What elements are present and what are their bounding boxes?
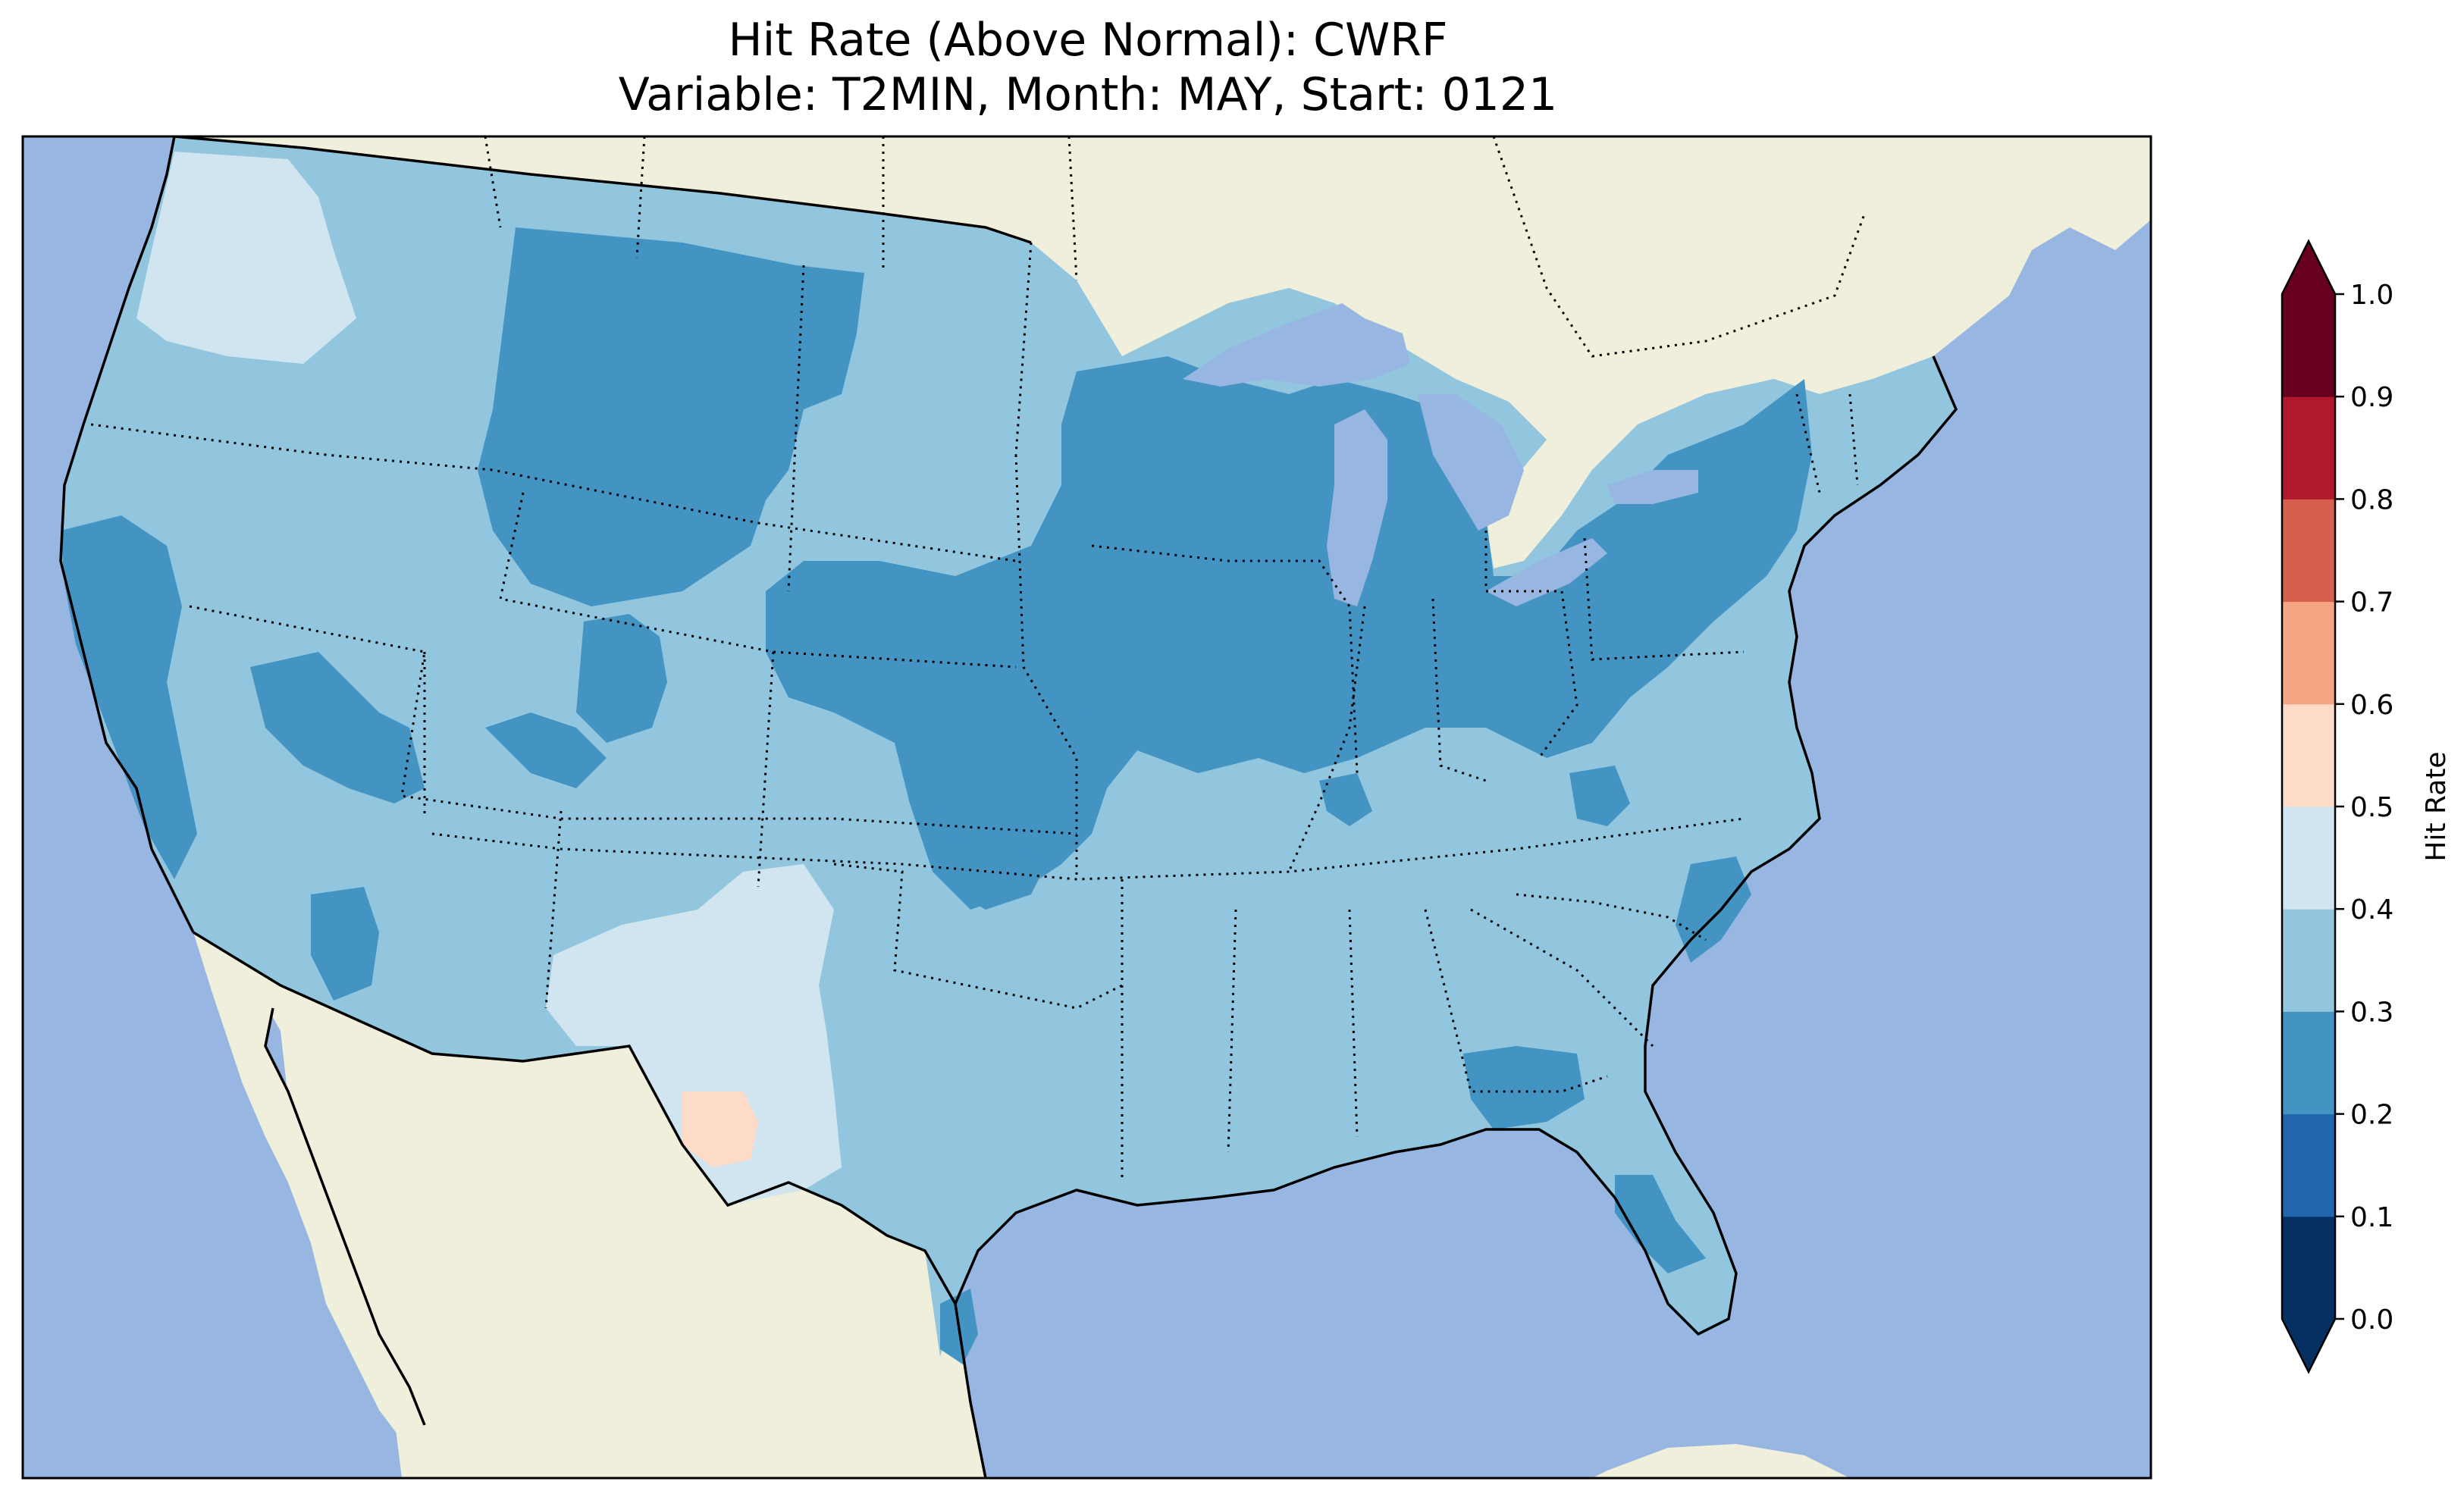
us-canada-border-line bbox=[174, 136, 1032, 244]
border-line bbox=[1091, 544, 1359, 774]
border-line bbox=[635, 136, 646, 258]
colorbar-tick-label: 0.5 bbox=[2350, 792, 2393, 823]
coastlines bbox=[59, 136, 1958, 1478]
colorbar-bin bbox=[2282, 1113, 2335, 1217]
colorbar-tick-label: 1.0 bbox=[2350, 280, 2393, 311]
patch-nevada bbox=[250, 652, 425, 803]
colorbar-bin bbox=[2282, 807, 2335, 910]
border-line bbox=[499, 492, 1017, 669]
colorbar-tick-label: 0.0 bbox=[2350, 1305, 2393, 1336]
colorbar: 0.0 0.1 0.2 0.3 0.4 0.5 0.6 0.7 0.8 0.9 1.0 Hit Rat… bbox=[2281, 239, 2452, 1374]
patch-big-bend bbox=[682, 1092, 758, 1167]
patch-utah bbox=[485, 713, 607, 788]
patch-fl-panhandle bbox=[1463, 1046, 1585, 1129]
lake-superior bbox=[1183, 303, 1410, 387]
border-line bbox=[431, 817, 1745, 881]
border-line bbox=[484, 136, 502, 228]
border-line bbox=[833, 863, 1123, 1010]
colorbar-tick-label: 0.8 bbox=[2350, 484, 2393, 515]
colorbar-bin bbox=[2282, 1216, 2335, 1320]
colorbar-bin bbox=[2282, 909, 2335, 1012]
canada-land bbox=[174, 136, 2151, 568]
colorbar-tick-label: 0.2 bbox=[2350, 1100, 2393, 1131]
border-line bbox=[1067, 136, 1078, 281]
baja-california-land bbox=[193, 932, 425, 1440]
border-line bbox=[1583, 537, 1745, 661]
colorbar-label: Hit Rate bbox=[2421, 751, 2452, 861]
colorbar-bin bbox=[2282, 294, 2335, 397]
colorbar-tick-label: 0.6 bbox=[2350, 690, 2393, 721]
hit-rate-patches bbox=[61, 152, 1812, 1364]
chart-title-line-1: Hit Rate (Above Normal): CWRF bbox=[728, 14, 1448, 67]
state-borders bbox=[90, 242, 1859, 1182]
border-line bbox=[1348, 909, 1359, 1138]
border-line bbox=[1484, 531, 1578, 759]
patch-florida-south bbox=[1615, 1175, 1706, 1273]
mexico-land bbox=[193, 932, 986, 1478]
colorbar-extend-max bbox=[2282, 241, 2335, 294]
border-line bbox=[1287, 606, 1366, 872]
border-line bbox=[544, 810, 563, 1009]
chart-title-line-2: Variable: T2MIN, Month: MAY, Start: 0121 bbox=[618, 68, 1558, 121]
lake-erie bbox=[1486, 538, 1607, 606]
colorbar-bin bbox=[2282, 1011, 2335, 1115]
border-line bbox=[1431, 598, 1487, 782]
cuba-land bbox=[1592, 1444, 1850, 1478]
pacific-coastline bbox=[59, 136, 195, 933]
border-line bbox=[1014, 242, 1033, 456]
border-line bbox=[1227, 909, 1237, 1153]
border-line bbox=[757, 651, 775, 888]
colorbar-tick-label: 0.7 bbox=[2350, 587, 2393, 619]
border-line bbox=[1516, 893, 1707, 941]
border-line bbox=[1014, 454, 1078, 879]
patch-norcal-coast bbox=[61, 515, 197, 879]
patch-kentucky bbox=[1319, 773, 1372, 826]
patch-tennessee bbox=[1569, 766, 1630, 826]
border-line bbox=[1795, 393, 1821, 493]
patch-arizona bbox=[311, 887, 379, 1001]
lake-huron bbox=[1418, 394, 1524, 531]
border-line bbox=[1848, 393, 1859, 486]
patch-pnw-high bbox=[136, 152, 356, 364]
map-area bbox=[23, 136, 2151, 1478]
border-line bbox=[787, 265, 805, 592]
patch-northwest-montana-light bbox=[227, 296, 311, 356]
colorbar-tick-label: 0.4 bbox=[2350, 894, 2393, 926]
colorbar-extend-min bbox=[2282, 1319, 2335, 1372]
lake-michigan bbox=[1327, 409, 1387, 606]
border-line bbox=[1492, 136, 1867, 358]
patch-colorado bbox=[576, 614, 667, 743]
colorbar-tick-label: 0.3 bbox=[2350, 997, 2393, 1028]
gulf-atlantic-coastline bbox=[954, 355, 1958, 1336]
colorbar-tick-label: 0.1 bbox=[2350, 1202, 2393, 1233]
province-borders bbox=[484, 136, 1867, 358]
patch-northern-plains bbox=[478, 227, 864, 606]
great-lakes bbox=[1183, 303, 1698, 606]
colorbar-tick-label: 0.9 bbox=[2350, 382, 2393, 413]
lake-ontario bbox=[1607, 470, 1698, 504]
colorbar-bin bbox=[2282, 601, 2335, 705]
colorbar-bin bbox=[2282, 396, 2335, 500]
baja-coastline bbox=[264, 1007, 426, 1426]
map-frame bbox=[21, 135, 2152, 1480]
colorbar-bin bbox=[2282, 703, 2335, 807]
border-line bbox=[1470, 908, 1654, 1048]
patch-new-mexico-light bbox=[546, 864, 842, 1205]
colorbar-bin bbox=[2282, 499, 2335, 603]
us-mexico-border-line bbox=[193, 931, 987, 1478]
